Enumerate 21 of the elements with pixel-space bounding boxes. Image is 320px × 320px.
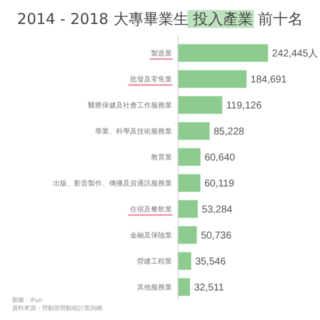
data-label: 242,445人 bbox=[272, 48, 318, 60]
data-label: 32,511 bbox=[194, 282, 224, 294]
bar bbox=[178, 96, 222, 114]
data-label: 35,546 bbox=[195, 256, 226, 268]
data-label: 60,119 bbox=[204, 178, 235, 190]
bar bbox=[178, 148, 201, 166]
bar bbox=[178, 200, 198, 218]
data-label: 184,691 bbox=[250, 74, 288, 86]
bar bbox=[178, 278, 190, 296]
bar bbox=[178, 226, 197, 244]
bar bbox=[178, 122, 210, 140]
bar bbox=[178, 44, 268, 62]
bar bbox=[178, 174, 200, 192]
data-label: 119,126 bbox=[226, 100, 262, 112]
data-label: 50,736 bbox=[200, 230, 232, 242]
data-label: 53,284 bbox=[202, 204, 233, 216]
bar bbox=[178, 70, 247, 88]
data-label: 60,640 bbox=[204, 152, 236, 164]
data-label: 85,228 bbox=[214, 126, 245, 138]
bar bbox=[178, 252, 192, 270]
chart-title: 2014 - 2018 大專畢業生 投入產業 前十名 bbox=[17, 10, 303, 28]
